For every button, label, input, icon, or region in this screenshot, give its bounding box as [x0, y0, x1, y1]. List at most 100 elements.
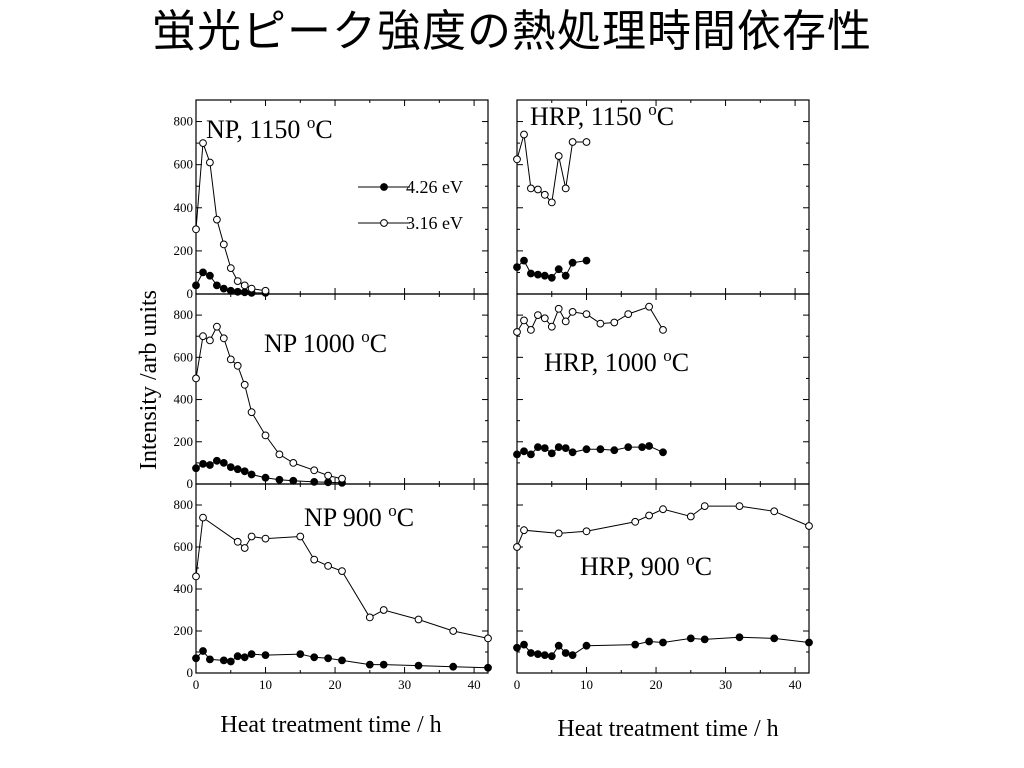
data-point-open [226, 264, 235, 273]
legend-label: 4.26 eV [406, 177, 463, 197]
panel-label: NP 900 oC [304, 501, 414, 532]
panel-3: 0 200 400 600 800 NP 1000 oC [174, 293, 489, 491]
data-point-filled [206, 271, 214, 280]
data-point-filled [527, 450, 535, 459]
data-point-filled [219, 459, 228, 467]
data-point-open [534, 185, 542, 194]
data-point-filled [659, 448, 667, 457]
data-point-open [735, 502, 744, 511]
data-point-open [338, 567, 346, 575]
x-tick-label: 40 [468, 677, 481, 692]
data-point-open [199, 139, 207, 148]
data-point-filled [631, 640, 640, 649]
data-point-open [247, 408, 256, 417]
data-point-filled [700, 635, 709, 644]
data-point-open [379, 606, 388, 614]
data-point-filled [534, 443, 542, 452]
data-point-open [247, 532, 256, 541]
data-point-filled [638, 443, 646, 452]
panel-frame [516, 483, 810, 674]
data-point-filled [554, 641, 563, 650]
data-point-open [206, 336, 214, 345]
x-tick-label: 30 [719, 677, 732, 692]
data-point-filled [520, 256, 528, 265]
data-point-open [568, 308, 577, 316]
series-line-316eV [516, 134, 587, 204]
data-point-open [547, 198, 556, 207]
data-point-filled [296, 650, 305, 658]
data-point-filled [534, 650, 542, 658]
x-tick-label: 20 [329, 677, 342, 692]
x-tick-label: 40 [789, 677, 802, 692]
series-line-316eV [516, 505, 810, 548]
data-point-filled [261, 651, 270, 659]
data-point-open [561, 184, 570, 193]
data-point-filled [233, 465, 242, 474]
series-line-426eV [516, 445, 664, 456]
data-point-filled [540, 271, 549, 280]
data-point-filled [310, 653, 319, 662]
data-point-open [240, 380, 249, 389]
y-tick-label: 600 [174, 349, 194, 364]
data-point-open [275, 450, 284, 459]
data-point-filled [540, 651, 549, 659]
data-point-open [261, 534, 270, 543]
data-point-open [247, 284, 256, 293]
panel-5: 0 200 400 600 800 0 10 20 30 40 NP 900 oC [174, 483, 492, 692]
panel-label: HRP, 900 oC [580, 550, 712, 581]
y-tick-label: 800 [174, 497, 194, 512]
data-point-filled [324, 654, 333, 663]
data-point-filled [540, 444, 549, 453]
panel-6: 0 10 20 30 40 HRP, 900 oC [513, 483, 813, 692]
data-point-filled [226, 286, 235, 295]
data-point-open [520, 316, 528, 325]
data-point-filled [324, 478, 333, 487]
data-point-filled [379, 660, 388, 669]
data-point-open [700, 502, 709, 511]
data-point-open [582, 310, 591, 319]
data-point-filled [219, 656, 228, 665]
data-point-filled [233, 652, 242, 661]
data-point-filled [513, 643, 521, 652]
data-point-filled [561, 444, 570, 453]
panel-label: HRP, 1150 oC [530, 100, 674, 131]
data-point-open [596, 319, 605, 328]
x-tick-label: 10 [259, 677, 272, 692]
data-point-filled [199, 647, 207, 655]
data-point-filled [686, 634, 695, 643]
y-tick-label: 200 [174, 243, 194, 258]
y-tick-label: 0 [187, 476, 194, 491]
data-point-filled [527, 649, 535, 657]
data-point-filled [534, 270, 542, 279]
legend-marker-open [380, 219, 388, 227]
data-point-filled [240, 467, 249, 476]
y-tick-label: 400 [174, 200, 194, 215]
y-tick-label: 200 [174, 623, 194, 638]
data-point-filled [365, 660, 374, 669]
data-point-filled [213, 281, 221, 290]
y-tick-label: 800 [174, 307, 194, 322]
data-point-filled [547, 449, 556, 458]
series-line-316eV [195, 516, 489, 639]
data-point-open [213, 215, 221, 224]
data-point-open [610, 318, 619, 327]
panel-frame [195, 293, 489, 485]
data-point-filled [624, 443, 633, 452]
data-point-filled [547, 273, 556, 282]
x-tick-label: 0 [514, 677, 521, 692]
data-point-open [233, 361, 242, 370]
data-point-open [520, 130, 528, 139]
data-point-open [310, 555, 319, 564]
data-point-open [659, 326, 667, 334]
data-point-open [686, 512, 695, 521]
data-point-open [324, 471, 333, 480]
data-point-filled [289, 476, 298, 485]
data-point-filled [805, 638, 813, 647]
data-point-filled [513, 450, 521, 459]
data-point-filled [275, 475, 284, 484]
data-point-open [554, 304, 563, 313]
data-point-filled [659, 638, 667, 647]
data-point-open [338, 474, 346, 483]
data-point-open [261, 431, 270, 440]
